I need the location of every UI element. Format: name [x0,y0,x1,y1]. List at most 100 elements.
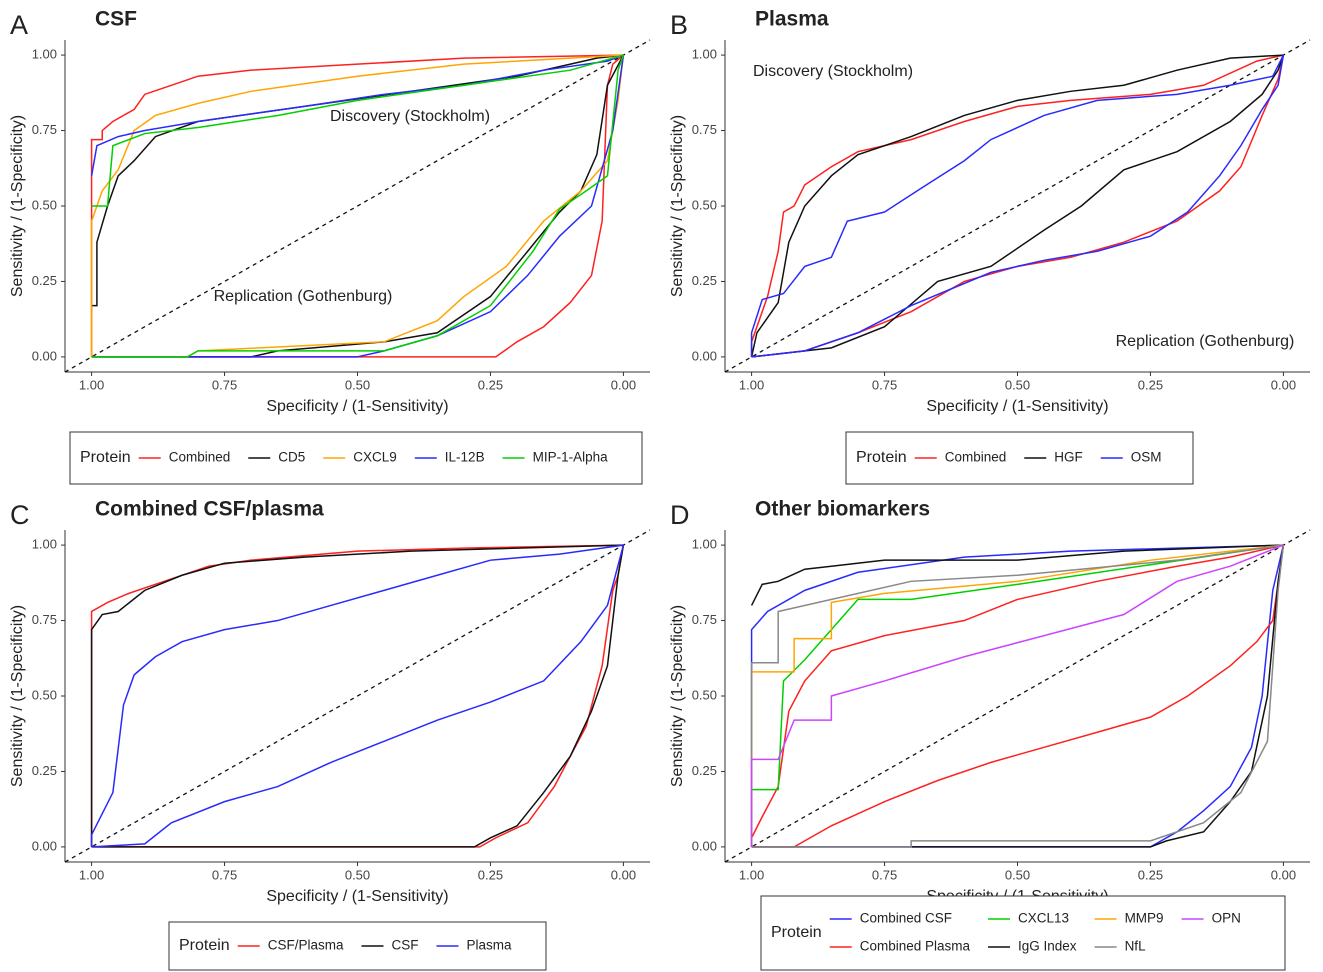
legend-label: Combined [169,450,231,465]
roc-curve [750,544,1284,847]
chart-title: Other biomarkers [755,498,930,521]
y-tick-label: 0.50 [32,197,57,212]
legend-label: CSF [391,938,418,953]
legend-title: Protein [179,937,230,954]
reference-diagonal [64,529,651,863]
y-axis-title: Sensitivity / (1-Specificity) [669,605,686,787]
x-axis-title: Specificity / (1-Sensitivity) [926,398,1108,415]
x-tick-label: 1.00 [79,867,104,882]
roc-curve [90,54,624,357]
roc-curve [750,544,1284,606]
legend-label: IgG Index [1018,939,1077,954]
reference-diagonal [724,529,1311,863]
y-tick-label: 0.00 [32,838,57,853]
y-tick-label: 1.00 [32,537,57,552]
roc-curve [750,544,1284,847]
legend-label: NfL [1125,939,1147,954]
legend-label: Combined [945,450,1007,465]
annotation: Discovery (Stockholm) [330,108,490,125]
roc-curve [751,54,1285,358]
chart-title: Plasma [755,8,829,31]
x-tick-label: 0.25 [478,867,503,882]
roc-curve [91,54,625,358]
x-axis-title: Specificity / (1-Sensitivity) [266,888,448,905]
legend-label: MIP-1-Alpha [533,450,609,465]
panel: C Combined CSF/plasma 1.00 0.75 0.50 0.25 0.00… [9,498,651,971]
x-tick-label: 0.75 [212,377,237,392]
x-tick-label: 1.00 [739,867,764,882]
roc-curve [750,544,1284,847]
x-tick-label: 0.00 [611,867,636,882]
roc-curve [91,54,624,307]
x-tick-label: 0.75 [212,867,237,882]
roc-curve [91,54,625,358]
y-tick-label: 0.50 [32,687,57,702]
y-tick-label: 0.25 [32,763,57,778]
legend-label: CD5 [278,450,305,465]
y-tick-label: 0.25 [32,273,57,288]
x-tick-label: 0.25 [478,377,503,392]
roc-curve [750,544,1284,847]
y-tick-label: 1.00 [32,47,57,62]
y-tick-label: 0.00 [692,348,717,363]
panel: D Other biomarkers 1.00 0.75 0.50 0.25 0.00 0.0… [669,498,1311,971]
y-tick-label: 0.00 [32,348,57,363]
legend-title: Protein [856,449,907,466]
roc-curve [91,54,624,358]
panel: A CSF 1.00 0.75 0.50 0.25 0.00 0.00 0.25 0.50 0.75… [9,8,651,485]
roc-curve [751,544,1285,848]
y-tick-label: 0.25 [692,763,717,778]
legend-label: OPN [1212,911,1241,926]
y-axis-title: Sensitivity / (1-Specificity) [9,605,26,787]
roc-curve [750,544,1284,847]
y-tick-label: 0.50 [692,687,717,702]
annotation: Discovery (Stockholm) [753,63,913,80]
y-tick-label: 0.25 [692,273,717,288]
panel-letter: B [670,10,688,40]
y-tick-label: 0.75 [32,612,57,627]
legend-box [168,921,547,971]
x-tick-label: 0.00 [611,377,636,392]
roc-curve [750,54,1285,357]
roc-curve [90,54,624,357]
roc-curve [750,54,1284,357]
roc-curve [91,544,625,848]
panel-letter: A [10,10,28,40]
legend-box [760,895,1286,971]
roc-curve [751,54,1285,358]
y-tick-label: 0.75 [692,122,717,137]
x-tick-label: 1.00 [79,377,104,392]
legend-label: Plasma [466,938,512,953]
legend-label: OSM [1131,450,1162,465]
reference-diagonal [724,39,1311,373]
annotation: Replication (Gothenburg) [1116,333,1295,350]
chart-title: CSF [95,8,137,31]
x-tick-label: 0.00 [1271,377,1296,392]
y-axis-title: Sensitivity / (1-Specificity) [669,115,686,297]
roc-curve [91,54,625,358]
x-tick-label: 0.50 [1005,867,1030,882]
legend-label: Combined Plasma [860,939,971,954]
legend-label: CSF/Plasma [268,938,344,953]
legend-label: MMP9 [1125,911,1164,926]
y-tick-label: 0.75 [32,122,57,137]
panel-letter: D [670,500,690,530]
legend-label: Combined CSF [860,911,952,926]
legend-label: CXCL9 [353,450,397,465]
annotation: Replication (Gothenburg) [214,288,393,305]
y-tick-label: 0.50 [692,197,717,212]
legend-box [845,431,1194,485]
y-tick-label: 1.00 [692,537,717,552]
x-tick-label: 0.50 [1005,377,1030,392]
chart-title: Combined CSF/plasma [95,498,324,521]
panel: B Plasma 1.00 0.75 0.50 0.25 0.00 0.00 0.25 0.50 0… [669,8,1311,485]
y-tick-label: 0.00 [692,838,717,853]
x-tick-label: 0.75 [872,377,897,392]
x-tick-label: 0.00 [1271,867,1296,882]
y-axis-title: Sensitivity / (1-Specificity) [9,115,26,297]
legend-label: HGF [1054,450,1083,465]
x-tick-label: 1.00 [739,377,764,392]
legend-box [69,431,643,485]
panel-letter: C [10,500,30,530]
legend-title: Protein [771,924,822,941]
